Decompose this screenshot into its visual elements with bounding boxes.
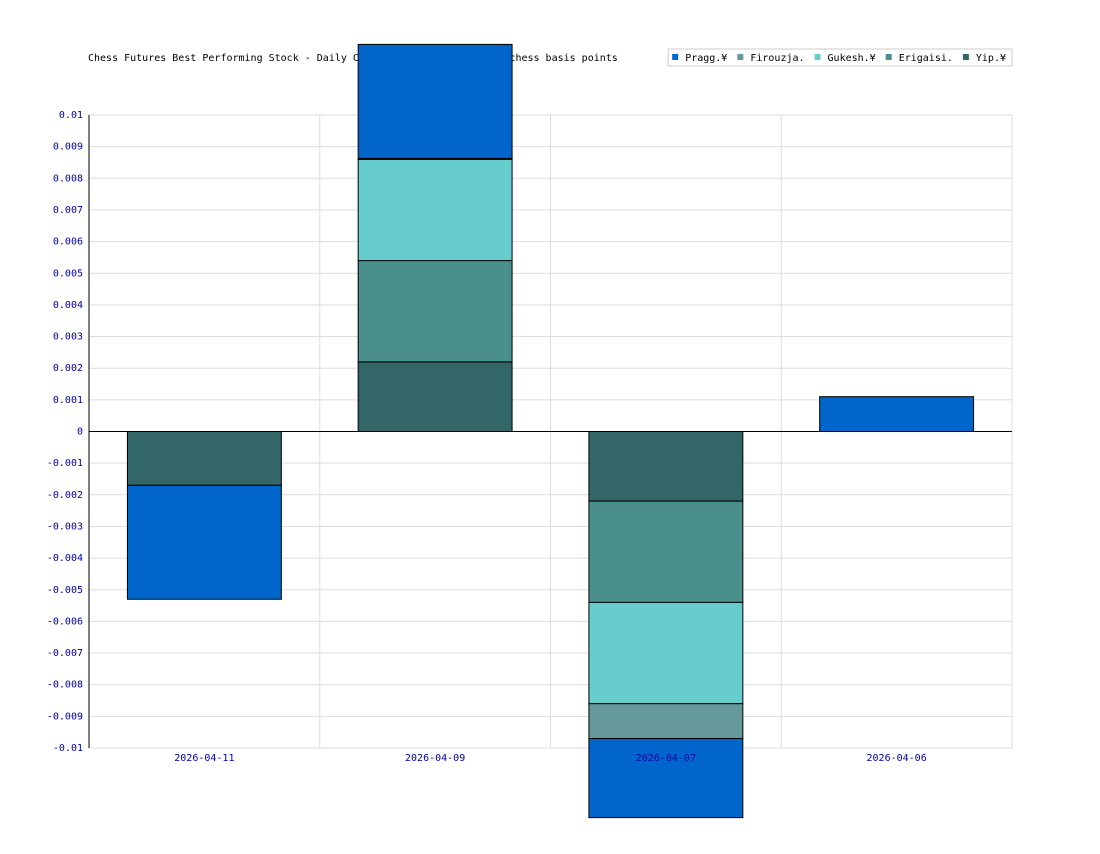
y-tick-label: -0.007 (47, 648, 83, 659)
legend-swatch (737, 54, 744, 60)
legend-label: Pragg.¥ (685, 53, 727, 64)
legend: Pragg.¥ Firouzja. Gukesh.¥ Erigaisi. Yip.¥ (667, 48, 1013, 67)
y-tick-label: -0.004 (47, 553, 83, 564)
legend-swatch (814, 54, 821, 60)
y-tick-label: 0.005 (53, 268, 83, 279)
y-tick-label: 0.008 (53, 173, 83, 184)
bar-segment (126, 484, 282, 600)
bar-segment (357, 158, 513, 262)
y-tick-label: -0.003 (47, 521, 83, 532)
legend-label: Firouzja. (750, 53, 804, 64)
y-tick-label: 0.002 (53, 363, 83, 374)
y-tick-label: 0.006 (53, 237, 83, 248)
y-tick-label: 0.004 (53, 300, 83, 311)
bar-segment (357, 43, 513, 159)
y-tick-label: 0.001 (53, 395, 83, 406)
legend-swatch (672, 54, 679, 60)
x-tick-label: 2026-04-11 (174, 753, 234, 764)
y-tick-label: -0.005 (47, 585, 83, 596)
y-tick-label: 0.009 (53, 142, 83, 153)
legend-label: Gukesh.¥ (828, 53, 876, 64)
chart-title: Chess Futures Best Performing Stock - Da… (88, 53, 618, 64)
bar-segment (588, 431, 744, 502)
bar-segment (588, 703, 744, 740)
y-tick-label: 0.003 (53, 332, 83, 343)
bar-segment (357, 361, 513, 432)
y-tick-label: -0.002 (47, 490, 83, 501)
bar-segment (588, 500, 744, 603)
bar-segment (588, 738, 744, 819)
legend-swatch (962, 54, 969, 60)
x-tick-label: 2026-04-09 (405, 753, 465, 764)
legend-box (667, 48, 1013, 67)
y-tick-label: 0 (77, 427, 83, 438)
legend-label: Yip.¥ (976, 53, 1006, 64)
bar-segment (819, 396, 975, 432)
y-tick-label: 0.007 (53, 205, 83, 216)
x-tick-label: 2026-04-06 (867, 753, 927, 764)
y-tick-label: -0.001 (47, 458, 83, 469)
legend-swatch (885, 54, 892, 60)
bar-segment (126, 431, 282, 486)
y-tick-label: -0.008 (47, 680, 83, 691)
y-tick-label: -0.006 (47, 616, 83, 627)
y-tick-label: -0.01 (53, 743, 83, 754)
y-tick-label: 0.01 (59, 110, 83, 121)
y-tick-label: -0.009 (47, 711, 83, 722)
bar-segment (357, 260, 513, 363)
bar-segment (588, 601, 744, 705)
legend-label: Erigaisi. (899, 53, 953, 64)
x-tick-label: 2026-04-07 (636, 753, 696, 764)
